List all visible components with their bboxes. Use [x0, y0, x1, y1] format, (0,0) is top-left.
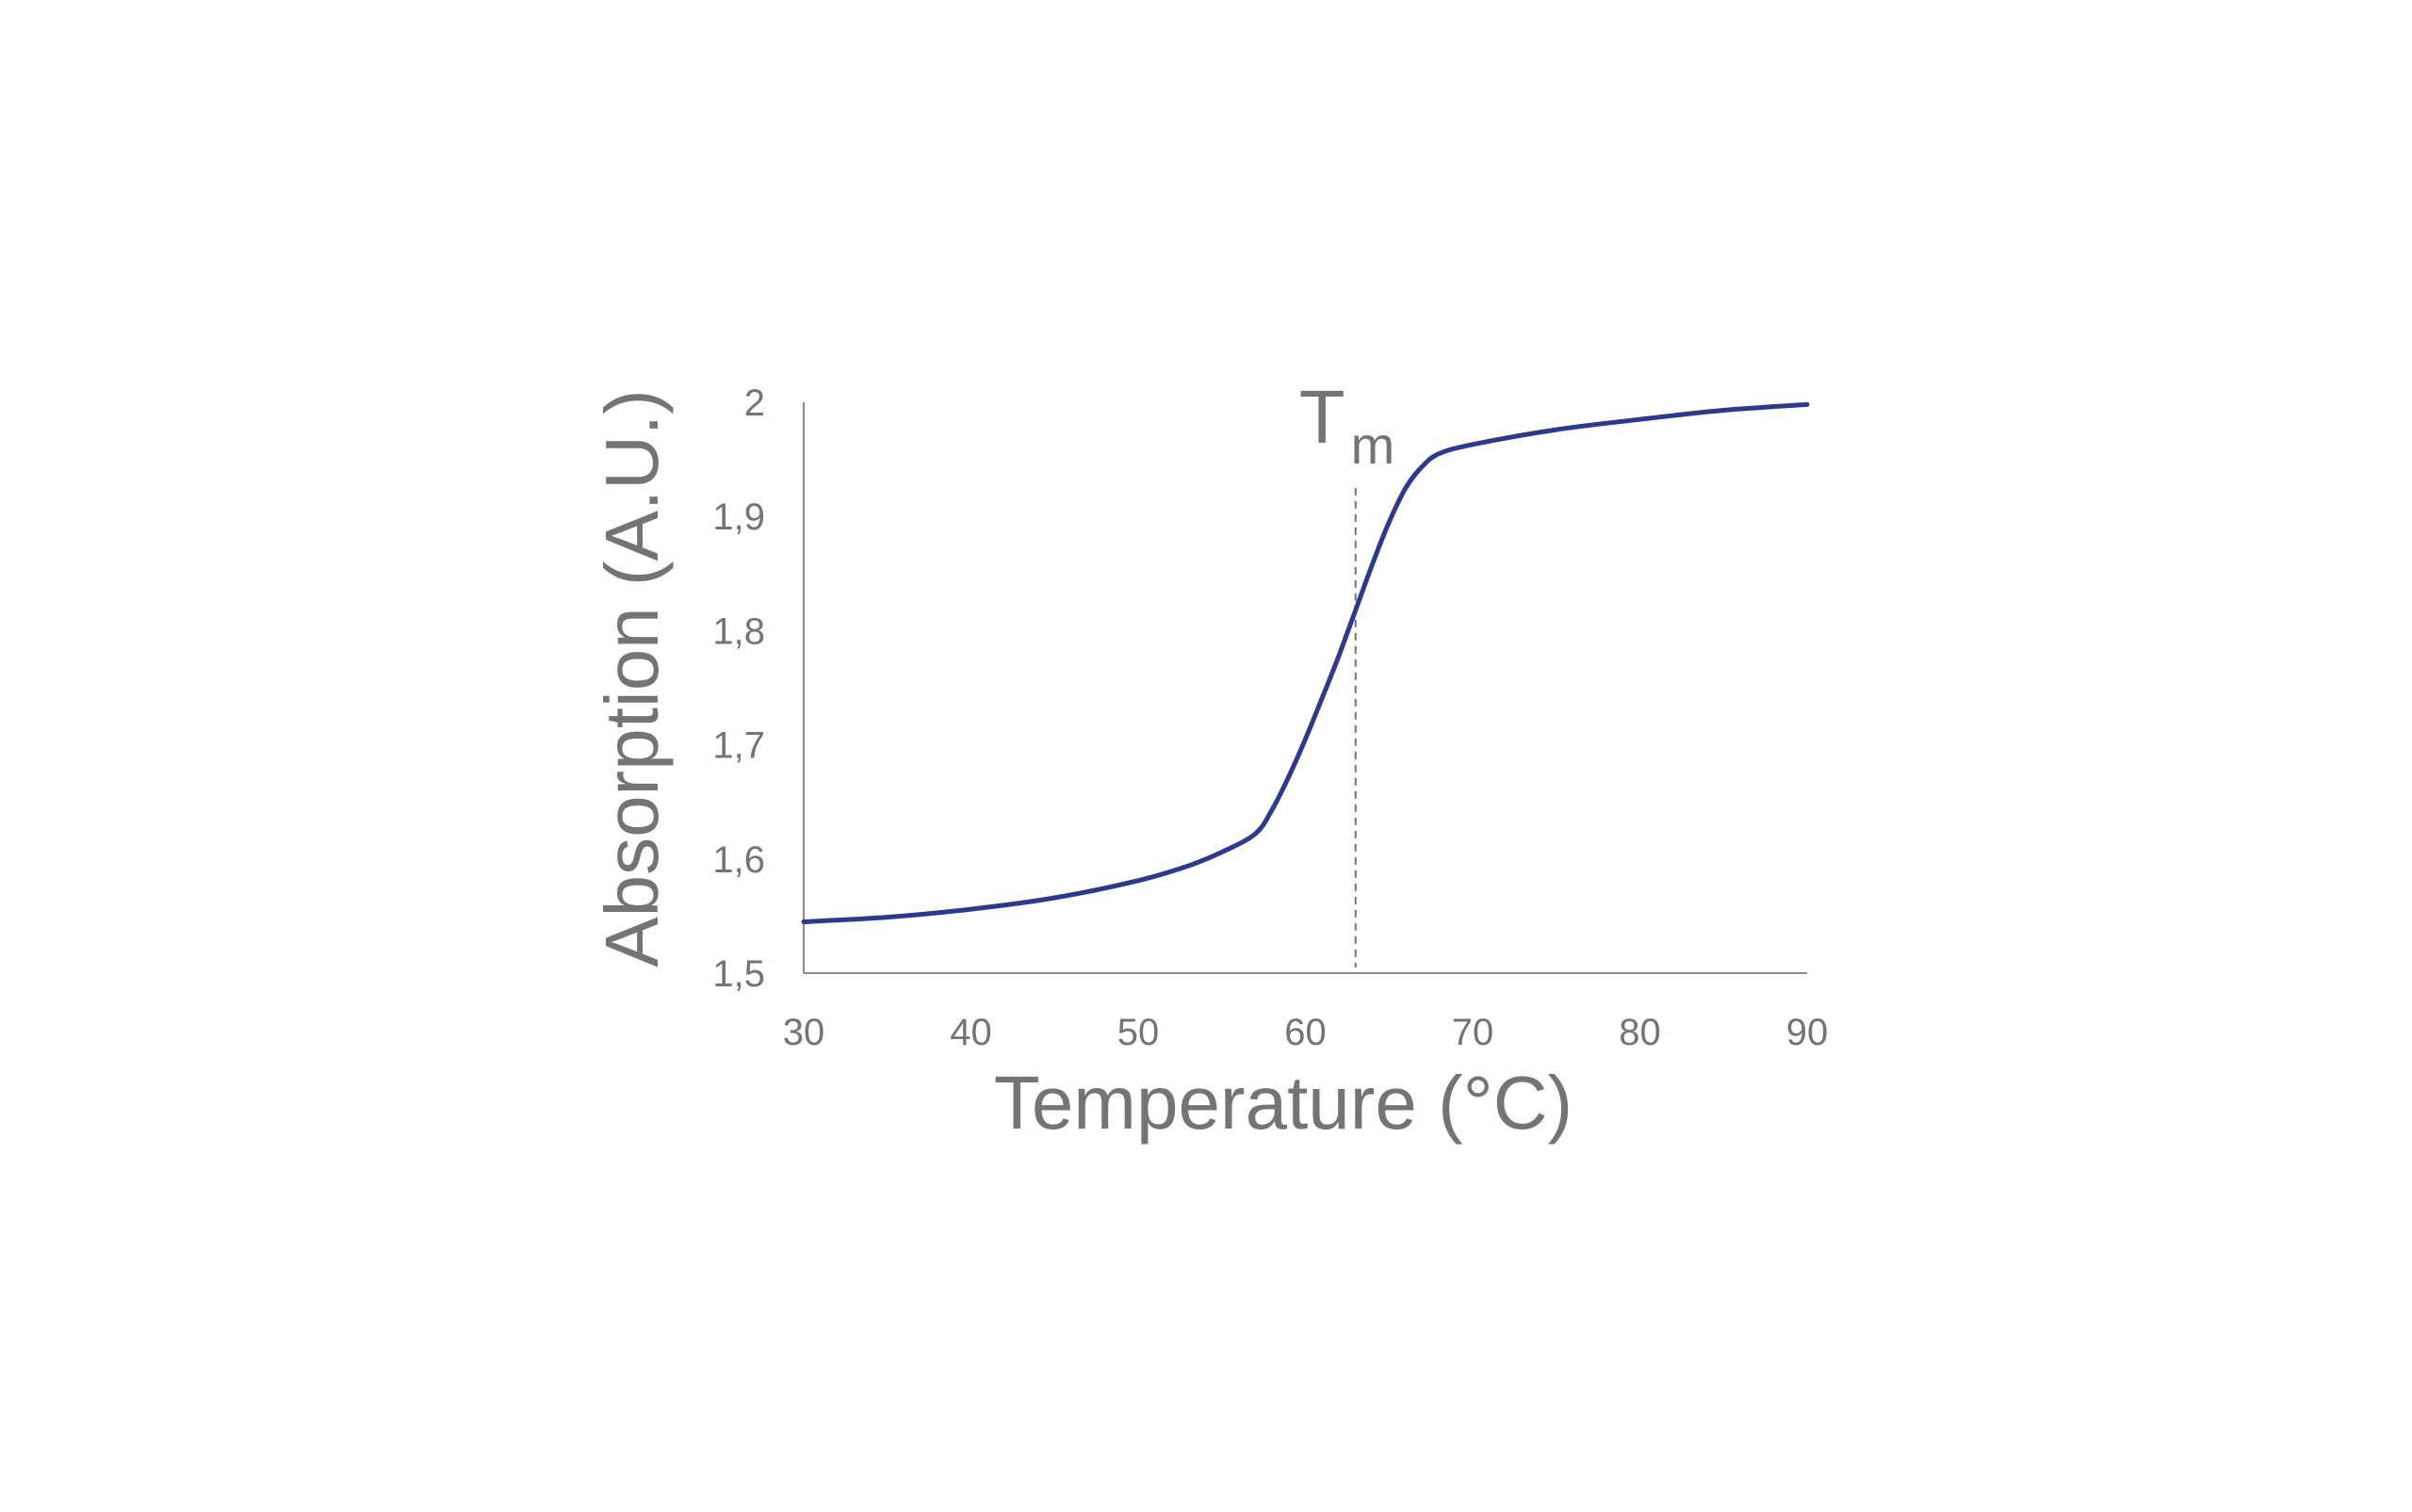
y-tick-label: 1,9 — [712, 496, 765, 538]
y-tick-label: 1,6 — [712, 839, 765, 881]
x-tick-label: 60 — [1284, 1012, 1327, 1053]
y-tick-label: 1,5 — [712, 953, 765, 995]
y-tick-label: 2 — [744, 382, 765, 424]
y-axis-title: Absorption (A.U.) — [590, 389, 674, 967]
axes: 30 40 50 60 70 80 90 1,5 1,6 1,7 1,8 1,9 2 — [712, 382, 1828, 1053]
x-tick-label: 70 — [1452, 1012, 1494, 1053]
x-tick-label: 90 — [1786, 1012, 1829, 1053]
x-tick-label: 30 — [783, 1012, 825, 1053]
x-tick-label: 50 — [1117, 1012, 1160, 1053]
series — [801, 401, 1810, 924]
series-line-0 — [801, 401, 1810, 924]
x-axis-title: Temperature (°C) — [994, 1061, 1573, 1145]
y-tick-label: 1,7 — [712, 725, 765, 767]
x-tick-label: 40 — [950, 1012, 992, 1053]
y-tick-label: 1,8 — [712, 610, 765, 652]
x-tick-label: 80 — [1619, 1012, 1661, 1053]
labels: Temperature (°C) Absorption (A.U.) — [590, 389, 1573, 1145]
